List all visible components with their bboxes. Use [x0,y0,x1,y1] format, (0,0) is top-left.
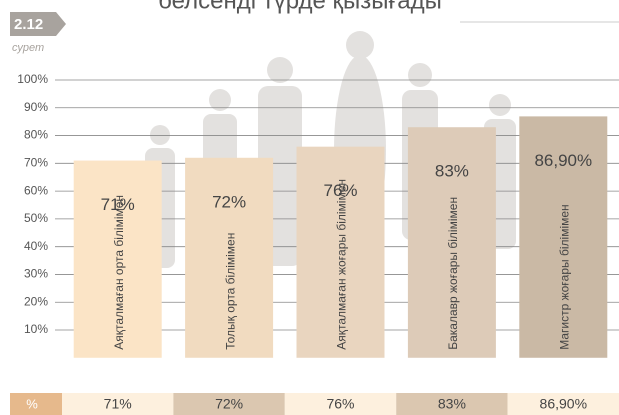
category-label: Бакалавр жоғары білімімен [446,197,460,350]
value-label: 72% [212,192,246,211]
page: белсенді түрде қызығады 2.12 сурет 10% 20… [0,0,619,415]
y-tick-label: 30% [24,267,48,281]
y-tick-label: 100% [17,72,48,86]
table-value: 71% [104,396,132,412]
y-tick-label: 50% [24,211,48,225]
value-label: 86,90% [534,151,592,170]
category-label: Магистр жоғары білімімен [557,204,571,349]
y-tick-label: 40% [24,239,48,253]
category-label: Аяқталмаған орта білімімен [112,195,126,350]
y-tick-label: 20% [24,294,48,308]
table-value: 72% [215,396,243,412]
y-tick-label: 90% [24,100,48,114]
table-value: 86,90% [540,396,587,412]
chart: белсенді түрде қызығады 2.12 сурет 10% 20… [0,0,619,415]
value-label: 83% [435,162,469,181]
y-tick-label: 60% [24,183,48,197]
y-tick-label: 70% [24,156,48,170]
y-tick-label: 80% [24,128,48,142]
figure-number: 2.12 [14,16,43,33]
table-value: 76% [326,396,354,412]
category-label: Аяқталмаған жоғары білімімен [335,179,349,350]
table-value: 83% [438,396,466,412]
table-unit: % [26,396,38,411]
figure-label: сурет [12,42,44,54]
category-label: Толық орта білімімен [223,233,237,350]
chart-title: белсенді түрде қызығады [158,0,442,14]
y-tick-label: 10% [24,322,48,336]
